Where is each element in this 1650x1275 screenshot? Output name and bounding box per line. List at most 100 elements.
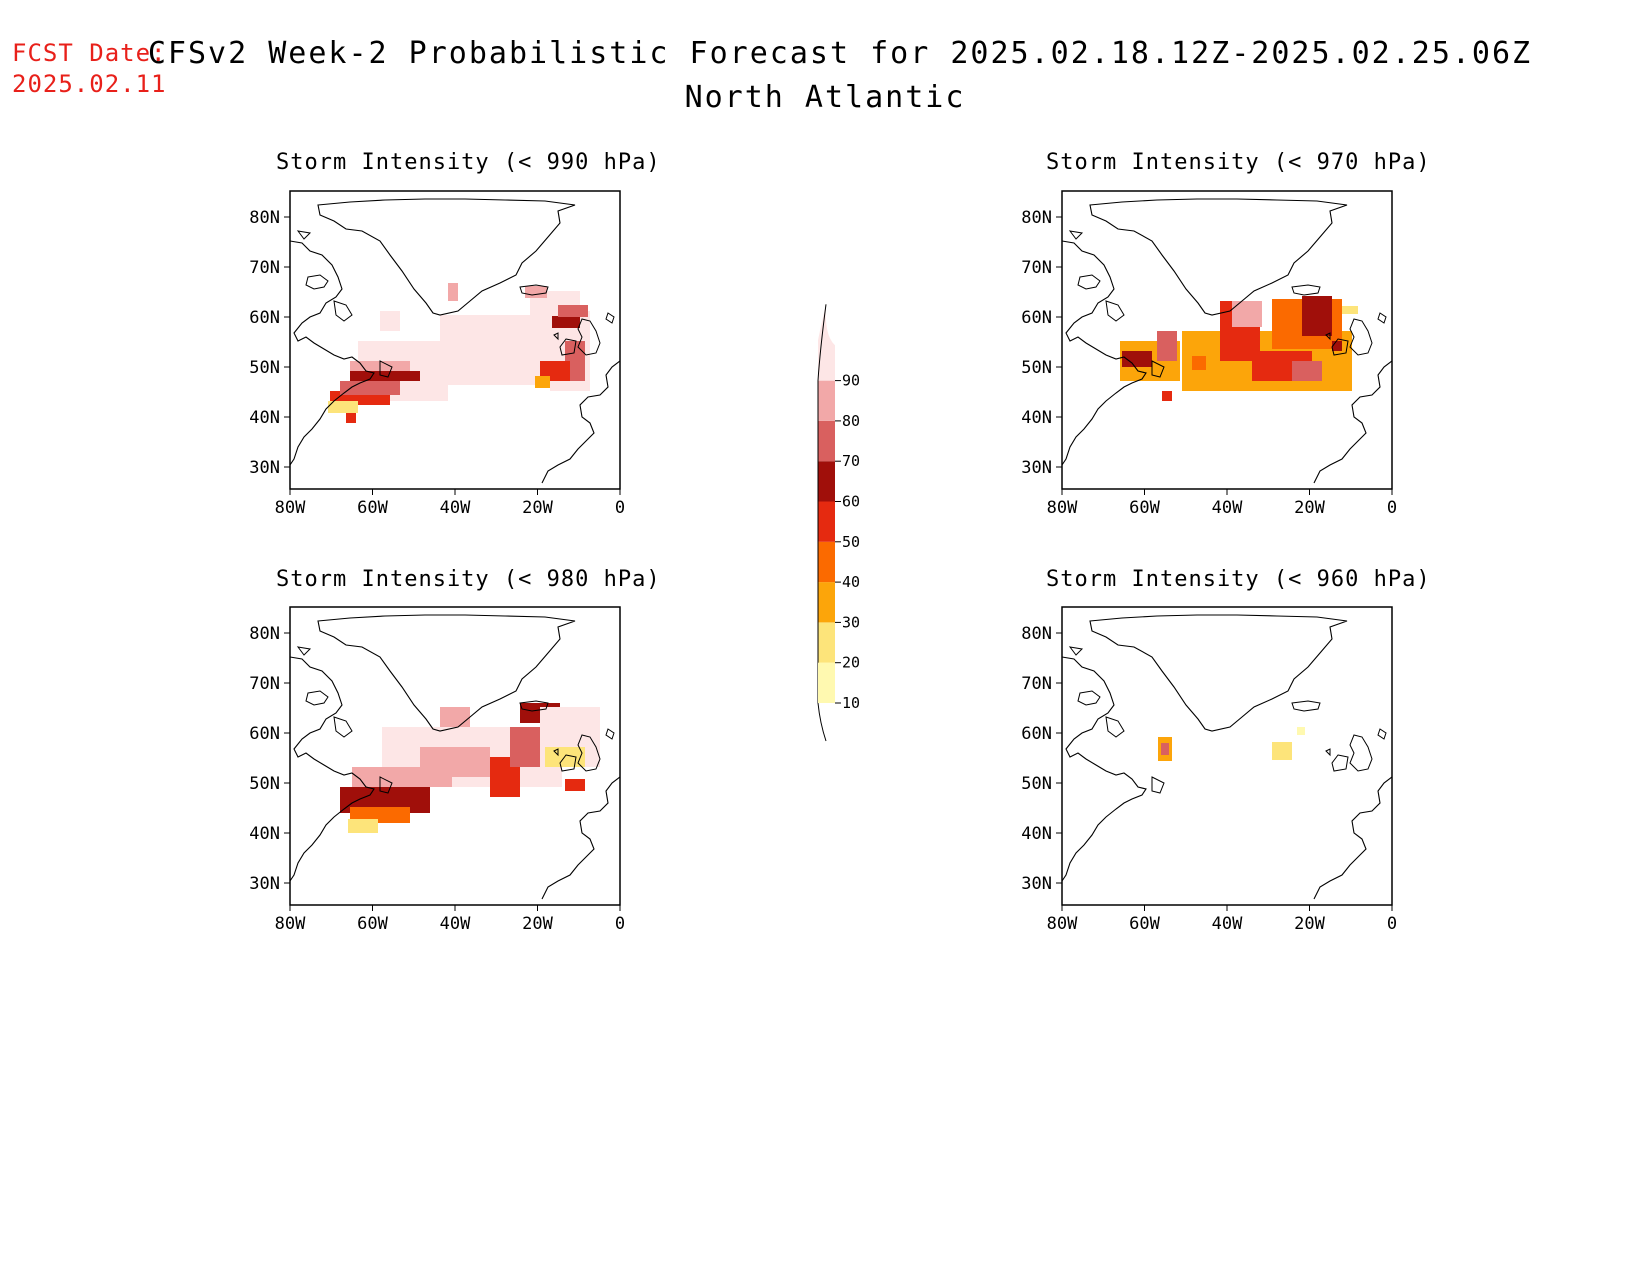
shade-cell <box>535 376 550 388</box>
lat-tick-label: 30N <box>249 458 280 478</box>
shade-cell <box>380 311 400 331</box>
forecast-date-label: FCST Date: <box>12 39 167 67</box>
shade-cell <box>340 381 400 395</box>
colorbar-label: 20 <box>842 654 860 672</box>
lat-tick-label: 40N <box>1021 408 1052 428</box>
colorbar-swatch <box>818 501 835 542</box>
shade-cell <box>1192 356 1206 370</box>
shade-cell <box>348 819 378 833</box>
shade-cell <box>1342 306 1358 314</box>
lat-tick-label: 50N <box>249 358 280 378</box>
forecast-date: FCST Date: 2025.02.11 <box>12 38 167 100</box>
colorbar-swatch <box>818 622 835 663</box>
lon-tick-label: 40W <box>1212 914 1243 934</box>
probability-shading <box>1120 296 1358 401</box>
probability-shading <box>340 703 600 833</box>
lat-tick-label: 40N <box>249 408 280 428</box>
lon-tick-label: 60W <box>357 498 388 518</box>
shade-cell <box>1162 391 1172 401</box>
shade-cell <box>552 316 580 328</box>
title-line-1: CFSv2 Week-2 Probabilistic Forecast for … <box>147 36 1533 71</box>
colorbar-label: 30 <box>842 613 860 631</box>
lat-tick-label: 30N <box>1021 874 1052 894</box>
lat-tick-label: 40N <box>1021 824 1052 844</box>
shade-cell <box>1302 296 1332 336</box>
shade-cell <box>346 413 356 423</box>
lat-tick-label: 50N <box>1021 774 1052 794</box>
lat-tick-label: 60N <box>1021 308 1052 328</box>
page-title: CFSv2 Week-2 Probabilistic Forecast for … <box>0 32 1650 120</box>
lon-tick-label: 0 <box>615 914 625 934</box>
shade-cell <box>1272 742 1292 760</box>
lat-tick-label: 80N <box>249 208 280 228</box>
lon-tick-label: 40W <box>440 914 471 934</box>
colorbar-label: 10 <box>842 694 860 712</box>
coastline <box>1062 614 1392 900</box>
panel-title-970: Storm Intensity (< 970 hPa) <box>1046 150 1431 175</box>
panel-title-980: Storm Intensity (< 980 hPa) <box>276 567 661 592</box>
colorbar-swatch <box>818 541 835 583</box>
shade-cell <box>390 727 430 747</box>
colorbar-swatch <box>818 380 835 421</box>
lon-tick-label: 60W <box>357 914 388 934</box>
colorbar-swatch <box>818 461 835 502</box>
colorbar-swatch <box>818 304 835 381</box>
shade-cell <box>525 286 547 298</box>
title-line-2: North Atlantic <box>684 80 966 115</box>
shade-cell <box>558 305 588 317</box>
lat-tick-label: 80N <box>1021 624 1052 644</box>
shade-cell <box>1292 361 1322 381</box>
lon-tick-label: 40W <box>1212 498 1243 518</box>
lat-tick-label: 40N <box>249 824 280 844</box>
lat-tick-label: 30N <box>1021 458 1052 478</box>
colorbar-label: 70 <box>842 452 860 470</box>
shade-cell <box>1332 341 1342 351</box>
panel-title-990: Storm Intensity (< 990 hPa) <box>276 150 661 175</box>
lon-tick-label: 20W <box>1294 498 1325 518</box>
map-p990: 80N 70N 60N 50N 40N 30N 80W 60W 40W 20W 0 <box>249 190 625 518</box>
lat-tick-label: 80N <box>1021 208 1052 228</box>
lat-tick-label: 70N <box>249 674 280 694</box>
lon-tick-label: 20W <box>1294 914 1325 934</box>
shade-cell <box>1157 331 1177 361</box>
lon-tick-label: 0 <box>615 498 625 518</box>
lat-tick-label: 70N <box>1021 258 1052 278</box>
colorbar-swatch <box>818 582 835 623</box>
colorbar-label: 60 <box>842 493 860 511</box>
colorbar-swatch <box>818 662 835 703</box>
lon-tick-label: 40W <box>440 498 471 518</box>
lon-tick-label: 60W <box>1129 914 1160 934</box>
lat-tick-label: 60N <box>249 724 280 744</box>
colorbar-label: 80 <box>842 412 860 430</box>
shade-cell <box>1297 727 1305 735</box>
shade-cell <box>565 779 585 791</box>
lat-tick-label: 60N <box>249 308 280 328</box>
map-p980: 80N 70N 60N 50N 40N 30N 80W 60W 40W 20W 0 <box>249 606 625 934</box>
colorbar: 10 20 30 40 50 60 70 80 90 <box>817 304 860 742</box>
map-p970: 80N 70N 60N 50N 40N 30N 80W 60W 40W 20W 0 <box>1021 190 1397 518</box>
lat-tick-label: 50N <box>249 774 280 794</box>
probability-shading <box>1158 727 1305 761</box>
shade-cell <box>420 747 490 777</box>
colorbar-swatch <box>818 420 835 462</box>
lat-tick-label: 30N <box>249 874 280 894</box>
colorbar-label: 90 <box>842 372 860 390</box>
lon-tick-label: 60W <box>1129 498 1160 518</box>
lon-tick-label: 20W <box>522 914 553 934</box>
lon-tick-label: 20W <box>522 498 553 518</box>
lon-tick-label: 0 <box>1387 914 1397 934</box>
lon-tick-label: 80W <box>1047 914 1078 934</box>
shade-cell <box>440 707 470 727</box>
shade-cell <box>448 283 458 301</box>
shade-cell <box>328 401 358 413</box>
colorbar-label: 40 <box>842 573 860 591</box>
forecast-date-value: 2025.02.11 <box>12 70 167 98</box>
lat-tick-label: 50N <box>1021 358 1052 378</box>
lat-tick-label: 70N <box>249 258 280 278</box>
lat-tick-label: 80N <box>249 624 280 644</box>
lat-tick-label: 60N <box>1021 724 1052 744</box>
panel-title-960: Storm Intensity (< 960 hPa) <box>1046 567 1431 592</box>
colorbar-label: 50 <box>842 533 860 551</box>
map-p960: 80N 70N 60N 50N 40N 30N 80W 60W 40W 20W 0 <box>1021 606 1397 934</box>
lon-tick-label: 80W <box>1047 498 1078 518</box>
